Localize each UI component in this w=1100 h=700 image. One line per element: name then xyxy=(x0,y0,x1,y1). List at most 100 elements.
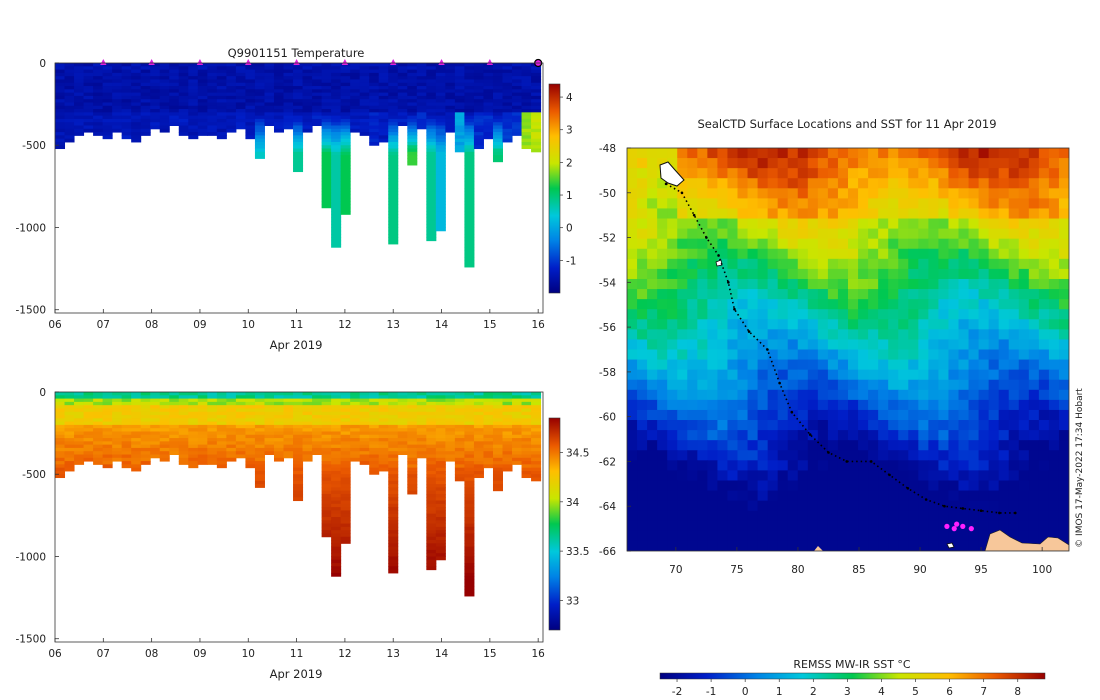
profile-cell xyxy=(473,141,484,146)
sst-cell xyxy=(627,440,638,451)
profile-cell xyxy=(112,415,123,419)
profile-cell xyxy=(254,86,265,90)
profile-cell xyxy=(245,79,256,84)
profile-cell xyxy=(531,431,542,436)
sst-cell xyxy=(707,309,719,320)
profile-cell xyxy=(121,132,132,136)
sst-cell xyxy=(948,339,960,351)
profile-cell xyxy=(188,454,199,459)
sst-cell xyxy=(807,319,819,330)
sst-cell xyxy=(667,520,678,532)
profile-cell xyxy=(388,477,399,482)
sst-cell xyxy=(707,470,719,482)
sst-cell xyxy=(878,329,889,341)
profile-cell xyxy=(169,401,180,406)
profile-cell xyxy=(321,76,332,80)
profile-cell xyxy=(245,109,256,113)
profile-cell xyxy=(512,411,523,416)
profile-cell xyxy=(331,92,342,97)
profile-cell xyxy=(64,115,75,120)
profile-cell xyxy=(340,82,351,87)
sst-cell xyxy=(988,198,1000,210)
profile-cell xyxy=(407,105,418,110)
profile-cell xyxy=(426,457,437,462)
profile-cell xyxy=(74,82,85,87)
profile-cell xyxy=(435,395,446,400)
profile-cell xyxy=(388,487,399,492)
profile-cell xyxy=(350,86,361,90)
sst-cell xyxy=(1028,510,1040,522)
profile-cell xyxy=(359,415,370,419)
sst-cell xyxy=(797,349,809,361)
profile-cell xyxy=(293,490,304,495)
profile-cell xyxy=(216,109,227,113)
sst-cell xyxy=(817,379,829,391)
profile-cell xyxy=(426,158,437,163)
profile-cell xyxy=(369,92,380,97)
sst-cell xyxy=(898,420,909,431)
profile-cell xyxy=(331,392,342,396)
profile-cell xyxy=(407,112,418,117)
sst-cell xyxy=(988,500,1000,512)
profile-cell xyxy=(407,408,418,413)
profile-cell xyxy=(378,138,389,143)
profile-cell xyxy=(340,118,351,123)
sst-cell xyxy=(737,409,749,421)
profile-cell xyxy=(445,444,456,449)
profile-cell xyxy=(74,454,85,459)
profile-cell xyxy=(388,135,399,140)
sst-cell xyxy=(627,409,638,421)
sst-cell xyxy=(848,228,859,240)
profile-cell xyxy=(502,467,513,472)
profile-cell xyxy=(178,109,189,113)
profile-cell xyxy=(150,447,161,452)
sst-cell xyxy=(1058,349,1069,361)
track-point xyxy=(680,191,684,195)
sst-cell xyxy=(827,158,839,169)
sst-cell xyxy=(727,470,739,482)
profile-cell xyxy=(121,135,132,140)
profile-cell xyxy=(388,171,399,176)
sst-cell xyxy=(767,168,779,179)
profile-cell xyxy=(378,109,389,113)
profile-cell xyxy=(321,461,332,465)
profile-cell xyxy=(369,125,380,130)
profile-cell xyxy=(55,82,66,87)
profile-cell xyxy=(188,392,199,396)
profile-cell xyxy=(388,194,399,199)
sst-cell xyxy=(737,430,749,441)
profile-cell xyxy=(169,99,180,103)
sst-cell xyxy=(657,480,668,492)
profile-cell xyxy=(454,415,465,419)
profile-cell xyxy=(302,398,313,403)
sst-cell xyxy=(1028,299,1040,310)
sst-cell xyxy=(697,289,708,300)
profile-cell xyxy=(435,92,446,97)
profile-cell xyxy=(331,63,342,67)
profile-cell xyxy=(131,125,142,130)
profile-cell xyxy=(131,392,142,396)
profile-cell xyxy=(235,92,246,97)
profile-cell xyxy=(331,207,342,212)
profile-cell xyxy=(416,418,427,423)
profile-cell xyxy=(426,408,437,413)
profile-cell xyxy=(245,105,256,110)
profile-cell xyxy=(55,112,66,117)
profile-cell xyxy=(245,424,256,429)
profile-cell xyxy=(74,424,85,429)
profile-cell xyxy=(512,454,523,459)
profile-cell xyxy=(331,168,342,173)
sst-cell xyxy=(827,278,839,290)
profile-cell xyxy=(331,470,342,475)
x-tick-label: 100 xyxy=(1032,564,1052,576)
sst-cell xyxy=(797,198,809,210)
colorbar-tick-label: -2 xyxy=(672,686,682,698)
profile-cell xyxy=(93,434,104,439)
sst-cell xyxy=(817,450,829,461)
profile-cell xyxy=(340,112,351,117)
profile-cell xyxy=(359,431,370,436)
profile-cell xyxy=(407,392,418,396)
profile-cell xyxy=(483,89,494,94)
land-patch xyxy=(814,546,823,551)
profile-cell xyxy=(531,148,542,153)
